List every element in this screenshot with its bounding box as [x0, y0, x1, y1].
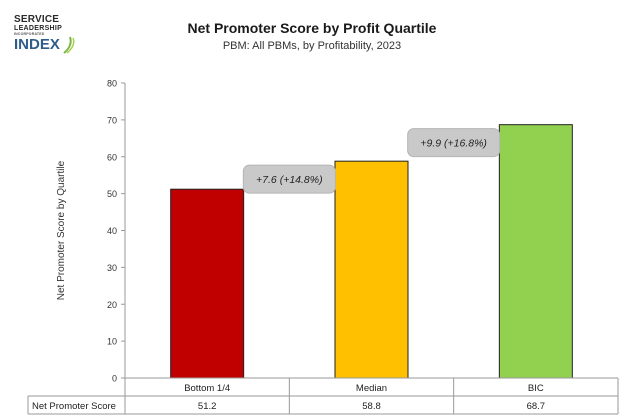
annotation-label: +9.9 (+16.8%): [420, 138, 487, 150]
annotation-box: [242, 164, 336, 194]
y-axis-title: Net Promoter Score by Quartile: [56, 160, 67, 300]
logo-swoosh-icon: [63, 36, 75, 54]
y-tick-label: 10: [107, 337, 117, 347]
x-tick-label: BIC: [528, 383, 544, 394]
data-label: 68.7: [527, 401, 546, 412]
bar-bottom-1-4: [170, 188, 245, 379]
x-tick-label: Median: [356, 383, 387, 394]
bar-bic: [498, 124, 573, 379]
y-tick-label: 20: [107, 300, 117, 310]
table-series-name: Net Promoter Score: [32, 401, 116, 412]
y-tick-label: 0: [112, 374, 117, 384]
bar-median: [334, 160, 409, 379]
logo-text-index: INDEX: [14, 36, 60, 53]
y-tick-label: 80: [107, 79, 117, 89]
y-tick-label: 50: [107, 189, 117, 199]
logo-text-leadership: LEADERSHIP: [14, 25, 63, 32]
logo: SERVICE LEADERSHIP INCORPORATED INDEX: [14, 14, 76, 58]
annotation-label: +7.6 (+14.8%): [256, 174, 323, 186]
x-tick-label: Bottom 1/4: [184, 383, 230, 394]
y-tick-label: 60: [107, 152, 117, 162]
data-label: 51.2: [198, 401, 217, 412]
logo-text-service: SERVICE: [14, 14, 60, 25]
annotation-box: [407, 128, 501, 158]
y-tick-label: 70: [107, 115, 117, 125]
chart-title: Net Promoter Score by Profit Quartile: [187, 20, 437, 36]
logo-text-incorporated: INCORPORATED: [14, 32, 45, 36]
chart-subtitle: PBM: All PBMs, by Profitability, 2023: [222, 40, 402, 52]
data-label: 58.8: [362, 401, 381, 412]
y-tick-label: 40: [107, 226, 117, 236]
y-tick-label: 30: [107, 263, 117, 273]
